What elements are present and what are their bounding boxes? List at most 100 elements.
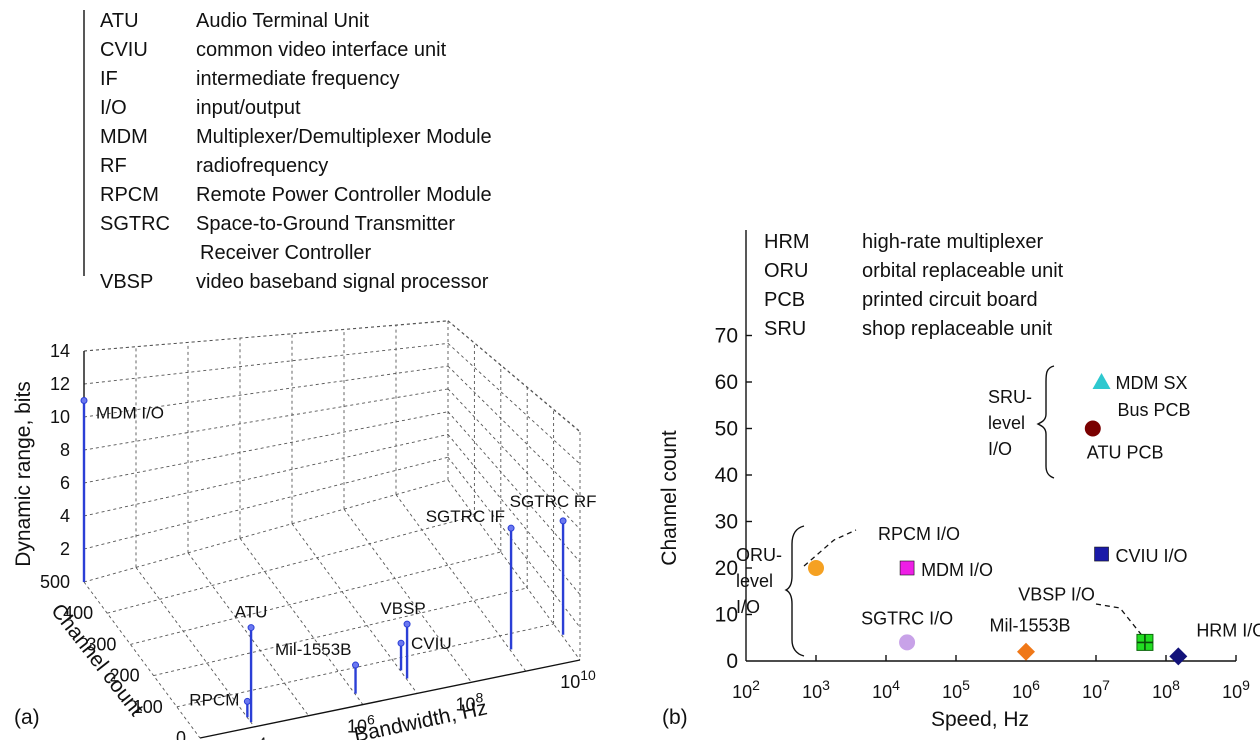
channel-tick-label: 200 [110, 666, 140, 686]
abbreviation-entry: RF radiofrequency [100, 155, 328, 177]
panel-b-letter: (b) [662, 706, 688, 729]
stem-marker [80, 397, 88, 404]
point-label: ATU PCB [1087, 443, 1164, 463]
channel-tick-label: 0 [176, 728, 186, 740]
abbreviation-term: HRM [764, 231, 810, 253]
point-marker [1094, 546, 1109, 562]
vbsp-leader-line [1095, 603, 1145, 639]
panel-b-abbreviation-list: HRM high-rate multiplexer ORU orbital repla… [764, 231, 1064, 340]
z-tick-label: 14 [50, 341, 70, 361]
abbreviation-entry: CVIU common video interface unit [100, 39, 447, 61]
stem-label: ATU [235, 603, 268, 622]
abbreviation-entry: IF intermediate frequency [100, 68, 399, 90]
bandwidth-tick-label: 108 [456, 689, 484, 714]
stem-marker [403, 620, 411, 628]
z-tick-label: 4 [60, 506, 70, 526]
y-tick-label: 40 [715, 464, 738, 487]
point-label: VBSP I/O [1018, 584, 1095, 604]
bandwidth-tick-label: 104 [238, 734, 266, 740]
point-marker [808, 560, 824, 576]
abbreviation-term: SRU [764, 318, 806, 340]
y-tick-label: 10 [715, 604, 738, 627]
abbreviation-definition: high-rate multiplexer [862, 231, 1044, 253]
z-tick-label: 6 [60, 473, 70, 493]
scatter-point: HRM I/O [1169, 620, 1260, 666]
oru-bracket-label-1: ORU- [736, 545, 782, 565]
abbreviation-definition: Multiplexer/Demultiplexer Module [196, 126, 492, 148]
stem-marker [559, 517, 567, 525]
x-tick-label: 108 [1152, 677, 1180, 702]
stem-point: VBSP [380, 599, 426, 679]
abbreviation-entry: Receiver Controller [200, 242, 372, 264]
abbreviation-term: CVIU [100, 39, 148, 61]
abbreviation-definition: Space-to-Ground Transmitter [196, 213, 455, 235]
stem-label: VBSP [380, 599, 425, 618]
abbreviation-entry: ATU Audio Terminal Unit [100, 10, 369, 32]
panel-b: HRM high-rate multiplexer ORU orbital repla… [658, 230, 1260, 731]
stem-point: SGTRC IF [426, 507, 515, 650]
abbreviation-definition: orbital replaceable unit [862, 260, 1064, 282]
stem-label: CVIU [411, 634, 452, 653]
abbreviation-entry: SGTRC Space-to-Ground Transmitter [100, 213, 455, 235]
abbreviation-term: IF [100, 68, 118, 90]
point-marker [899, 634, 916, 651]
y-tick-label: 0 [726, 650, 738, 673]
scatter-point: VBSP I/O [1018, 584, 1154, 651]
bandwidth-tick-label: 1010 [560, 667, 596, 692]
stem-point: Mil-1553B [275, 640, 360, 694]
x-tick-label: 107 [1082, 677, 1110, 702]
abbreviation-definition: common video interface unit [196, 39, 447, 61]
panel-b-channel-count-label: Channel count [658, 430, 681, 566]
panel-a-x-axis [199, 659, 581, 739]
stem-marker [247, 624, 255, 632]
channel-tick-label: 100 [133, 697, 163, 717]
abbreviation-entry: RPCM Remote Power Controller Module [100, 184, 492, 206]
abbreviation-entry: PCB printed circuit board [764, 289, 1038, 311]
oru-bracket-label-2: level [736, 571, 773, 591]
oru-bracket-label-3: I/O [736, 597, 760, 617]
x-tick-label: 109 [1222, 677, 1250, 702]
sru-bracket-label-2: level [988, 413, 1025, 433]
stem-marker [507, 524, 515, 532]
abbreviation-definition: input/output [196, 97, 301, 119]
panel-a: ATU Audio Terminal Unit CVIU common video i… [12, 10, 597, 745]
channel-tick-label: 500 [40, 572, 70, 592]
y-tick-label: 50 [715, 418, 738, 441]
y-tick-label: 60 [715, 371, 738, 394]
point-label: MDM I/O [921, 560, 993, 580]
y-tick-label: 20 [715, 557, 738, 580]
abbreviation-definition: Remote Power Controller Module [196, 184, 492, 206]
channel-tick-label: 400 [63, 603, 93, 623]
abbreviation-definition: printed circuit board [862, 289, 1038, 311]
abbreviation-term: PCB [764, 289, 805, 311]
point-label: Mil-1553B [989, 616, 1070, 636]
x-tick-label: 105 [942, 677, 970, 702]
stem-marker [243, 697, 251, 705]
sru-bracket-label-3: I/O [988, 439, 1012, 459]
panel-a-grid [83, 320, 581, 739]
abbreviation-definition: shop replaceable unit [862, 318, 1053, 340]
abbreviation-definition: Receiver Controller [200, 242, 372, 264]
oru-bracket [784, 525, 805, 657]
abbreviation-entry: ORU orbital replaceable unit [764, 260, 1064, 282]
abbreviation-term: SGTRC [100, 213, 170, 235]
stem-point: ATU [235, 603, 268, 723]
rpcm-leader-line [803, 529, 857, 567]
panel-a-letter: (a) [14, 706, 40, 729]
stem-point: SGTRC RF [510, 492, 597, 635]
abbreviation-term: MDM [100, 126, 148, 148]
panel-a-dynamic-range-label: Dynamic range, bits [12, 381, 35, 567]
y-tick-label: 70 [715, 325, 738, 348]
point-marker [1084, 420, 1101, 437]
abbreviation-definition: video baseband signal processor [196, 271, 489, 293]
panel-a-tick-labels: 2 4 6 8 10 12 14 0 100 200 300 400 500 104 106 108 1010 [40, 341, 596, 745]
z-tick-label: 10 [50, 407, 70, 427]
stem-marker [352, 661, 360, 669]
point-label: RPCM I/O [878, 524, 960, 544]
bandwidth-tick-label: 106 [347, 712, 375, 737]
point-label: SGTRC I/O [861, 608, 953, 628]
abbreviation-term: I/O [100, 97, 127, 119]
abbreviation-entry: HRM high-rate multiplexer [764, 231, 1044, 253]
